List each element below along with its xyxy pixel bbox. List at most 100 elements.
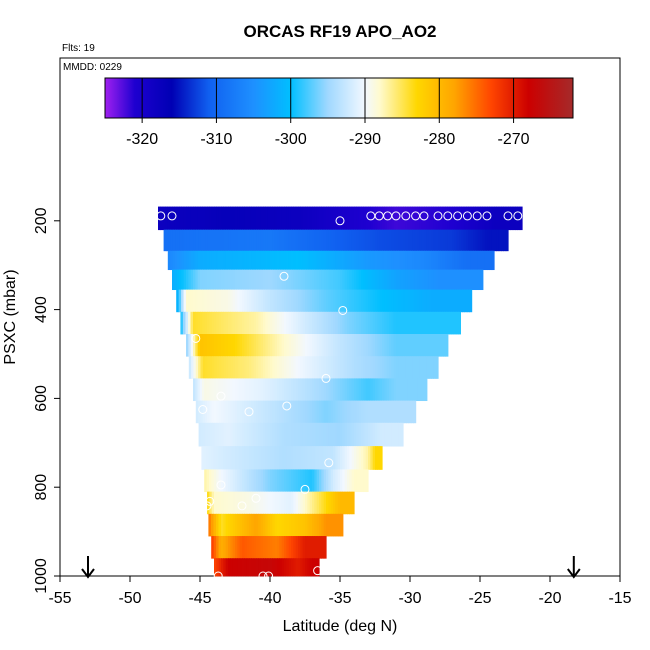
band-cell	[242, 206, 245, 231]
band-cell	[193, 269, 196, 291]
band-cell	[342, 334, 346, 357]
band-cell	[347, 311, 350, 335]
band-cell	[363, 269, 367, 291]
band-cell	[188, 334, 192, 357]
band-cell	[204, 269, 208, 291]
colorbar-tick-label: -300	[275, 131, 307, 148]
band-cell	[300, 250, 304, 271]
band-cell	[221, 558, 224, 577]
band-cell	[190, 250, 194, 271]
band-cell	[330, 491, 334, 515]
band-cell	[337, 378, 341, 402]
band-cell	[207, 269, 210, 291]
band-cell	[300, 206, 304, 231]
band-cell	[286, 229, 290, 252]
band-cell	[272, 356, 276, 379]
band-cell	[424, 229, 427, 252]
band-cell	[312, 229, 315, 252]
band-cell	[358, 422, 362, 447]
band-cell	[288, 558, 292, 577]
x-tick-label: -35	[328, 590, 351, 607]
band-cell	[181, 289, 185, 313]
x-tick-label: -25	[468, 590, 491, 607]
band-cell	[314, 311, 318, 335]
band-cell	[286, 206, 290, 231]
band-cell	[335, 289, 339, 313]
band-cell	[391, 334, 395, 357]
band-row	[208, 513, 344, 537]
band-cell	[225, 311, 229, 335]
band-cell	[316, 289, 320, 313]
band-cell	[202, 334, 206, 357]
band-cell	[246, 311, 250, 335]
band-cell	[480, 206, 483, 231]
band-cell	[244, 206, 248, 231]
band-cell	[326, 206, 329, 231]
band-cell	[249, 536, 252, 559]
band-cell	[239, 250, 243, 271]
band-cell	[291, 378, 294, 402]
band-cell	[286, 469, 290, 493]
band-cell	[232, 334, 236, 357]
band-cell	[263, 536, 266, 559]
band-cell	[439, 311, 443, 335]
band-cell	[384, 229, 388, 252]
band-row	[214, 558, 320, 577]
band-cell	[253, 269, 257, 291]
band-cell	[328, 378, 332, 402]
band-cell	[293, 513, 297, 537]
band-cell	[393, 289, 397, 313]
band-cell	[342, 269, 346, 291]
band-cell	[330, 311, 334, 335]
band-cell	[265, 469, 269, 493]
band-cell	[239, 269, 243, 291]
band-cell	[351, 289, 355, 313]
band-cell	[210, 513, 215, 537]
band-cell	[209, 289, 213, 313]
band-cell	[200, 269, 203, 291]
band-cell	[260, 250, 264, 271]
band-cell	[356, 289, 360, 313]
band-cell	[185, 311, 189, 335]
band-cell	[302, 289, 306, 313]
band-cell	[305, 269, 308, 291]
band-cell	[407, 334, 411, 357]
band-cell	[424, 250, 427, 271]
band-cell	[263, 356, 266, 379]
band-cell	[309, 469, 313, 493]
band-cell	[340, 206, 343, 231]
band-cell	[309, 513, 313, 537]
band-cell	[260, 400, 264, 424]
band-cell	[319, 311, 322, 335]
band-cell	[363, 229, 367, 252]
band-cell	[225, 356, 229, 379]
band-cell	[452, 250, 455, 271]
band-cell	[382, 400, 386, 424]
band-cell	[272, 269, 276, 291]
band-cell	[202, 356, 206, 379]
band-cell	[246, 469, 250, 493]
band-cell	[368, 229, 371, 252]
band-cell	[244, 229, 248, 252]
band-cell	[333, 229, 336, 252]
band-cell	[461, 206, 465, 231]
band-cell	[416, 311, 420, 335]
band-cell	[340, 469, 343, 493]
band-cell	[244, 378, 248, 402]
band-cell	[412, 229, 416, 252]
band-cell	[326, 491, 329, 515]
band-cell	[328, 491, 332, 515]
band-cell	[298, 356, 301, 379]
band-cell	[291, 250, 294, 271]
band-cell	[302, 311, 306, 335]
band-cell	[298, 513, 301, 537]
band-cell	[209, 229, 213, 252]
band-cell	[272, 422, 276, 447]
band-cell	[220, 446, 224, 470]
y-tick-label: 200	[33, 207, 50, 234]
band-cell	[307, 558, 311, 577]
band-cell	[172, 250, 176, 271]
band-cell	[274, 289, 278, 313]
band-cell	[272, 400, 276, 424]
band-cell	[316, 446, 320, 470]
